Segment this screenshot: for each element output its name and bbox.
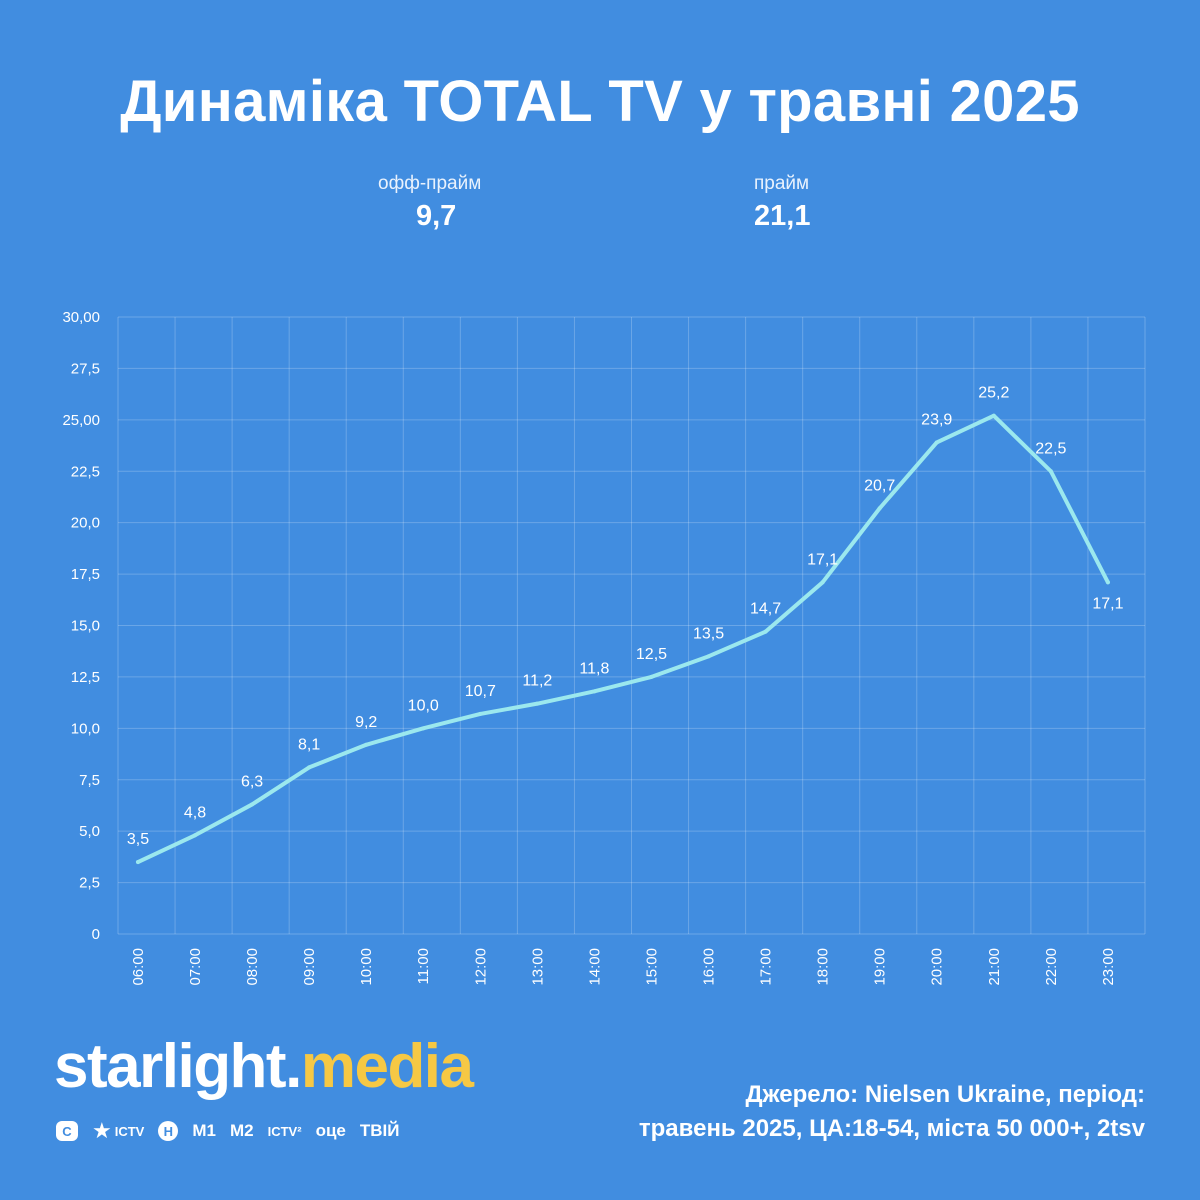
series-line [135, 413, 1110, 865]
x-tick-label: 21:00 [986, 948, 1003, 986]
x-tick-label: 14:00 [586, 948, 603, 986]
data-point [421, 726, 426, 731]
y-tick-label: 15,0 [71, 618, 100, 635]
data-point [535, 701, 540, 706]
data-point [135, 860, 140, 865]
y-tick-label: 2,5 [79, 875, 100, 892]
data-label: 8,1 [298, 736, 320, 753]
y-tick-label: 20,0 [71, 515, 100, 532]
data-point [649, 674, 654, 679]
data-point [991, 413, 996, 418]
data-label: 10,7 [465, 683, 496, 700]
tviy-logo-icon: ТВІЙ [359, 1121, 400, 1140]
x-tick-label: 12:00 [472, 948, 489, 986]
y-tick-label: 27,5 [71, 360, 100, 377]
oce-logo-icon: оце [315, 1121, 346, 1140]
y-tick-label: 30,00 [62, 309, 100, 326]
y-tick-label: 10,0 [71, 720, 100, 737]
data-label: 23,9 [921, 411, 952, 428]
x-tick-label: 16:00 [701, 948, 718, 986]
x-tick-label: 07:00 [187, 948, 204, 986]
data-label: 22,5 [1035, 440, 1066, 457]
data-point [250, 802, 255, 807]
data-label: 11,2 [522, 673, 552, 690]
m1-logo-icon: М1 [192, 1121, 216, 1140]
x-tick-label: 06:00 [130, 948, 147, 986]
starlight-media-logo: starlight.media [54, 1036, 474, 1098]
x-tick-label: 08:00 [244, 948, 261, 986]
x-tick-label: 23:00 [1100, 948, 1117, 986]
data-point [364, 742, 369, 747]
y-tick-label: 22,5 [71, 463, 100, 480]
x-tick-label: 17:00 [758, 948, 775, 986]
data-point [1105, 580, 1110, 585]
data-point [706, 654, 711, 659]
y-tick-label: 0 [92, 926, 100, 943]
ictv2-logo-icon: ICTV² [267, 1123, 302, 1139]
x-tick-label: 11:00 [415, 948, 432, 984]
data-point [934, 440, 939, 445]
data-label: 4,8 [184, 804, 206, 821]
x-tick-label: 20:00 [929, 948, 946, 986]
y-tick-label: 5,0 [79, 823, 100, 840]
y-tick-label: 25,00 [62, 412, 100, 429]
y-tick-label: 12,5 [71, 669, 100, 686]
data-point [478, 711, 483, 716]
logo-dot: . [285, 1032, 302, 1101]
data-label: 10,0 [408, 697, 439, 714]
data-point [307, 765, 312, 770]
channel-logos: С ★ ICTV Н М1 М2 ICTV² оце ТВІЙ [56, 1118, 399, 1144]
ictv-logo-icon: ★ ICTV [92, 1118, 145, 1143]
data-point [193, 833, 198, 838]
data-label: 11,8 [579, 660, 609, 677]
data-point [592, 689, 597, 694]
offprime-label: офф-прайм [378, 173, 482, 194]
x-tick-label: 10:00 [358, 948, 375, 986]
x-tick-label: 19:00 [872, 948, 889, 986]
data-label: 6,3 [241, 773, 263, 790]
data-label: 20,7 [864, 477, 895, 494]
data-label: 3,5 [127, 831, 149, 848]
m2-logo-icon: М2 [229, 1121, 254, 1140]
stb-logo-icon: С [56, 1121, 78, 1141]
x-tick-label: 09:00 [301, 948, 318, 986]
x-tick-label: 13:00 [529, 948, 546, 986]
y-tick-label: 7,5 [79, 772, 100, 789]
data-label: 9,2 [355, 714, 377, 731]
offprime-value: 9,7 [416, 200, 457, 232]
data-point [820, 580, 825, 585]
source-note: Джерело: Nielsen Ukraine, період: травен… [639, 1078, 1145, 1146]
y-tick-label: 17,5 [71, 566, 100, 583]
data-point [877, 506, 882, 511]
x-tick-label: 15:00 [643, 948, 660, 986]
source-line-2: травень 2025, ЦА:18-54, міста 50 000+, 2… [638, 1115, 1145, 1142]
prime-value: 21,1 [754, 200, 811, 232]
logo-accent: media [300, 1032, 474, 1101]
logo-word: starlight [54, 1032, 287, 1101]
page-title: Динаміка TOTAL TV у травні 2025 [120, 69, 1080, 134]
data-label: 17,1 [1092, 595, 1123, 612]
data-label: 14,7 [750, 601, 781, 618]
source-line-1: Джерело: Nielsen Ukraine, період: [745, 1081, 1145, 1108]
x-tick-label: 22:00 [1043, 948, 1060, 986]
prime-label: прайм [754, 173, 810, 194]
data-label: 17,1 [807, 551, 838, 568]
novyi-kanal-logo-icon: Н [158, 1121, 179, 1141]
data-label: 13,5 [693, 625, 724, 642]
data-point [1048, 469, 1053, 474]
x-tick-label: 18:00 [815, 948, 832, 986]
data-point [763, 629, 768, 634]
data-label: 12,5 [636, 646, 667, 663]
data-label: 25,2 [978, 385, 1009, 402]
